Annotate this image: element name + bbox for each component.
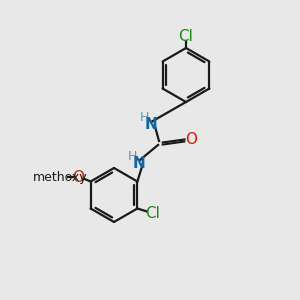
Text: Cl: Cl — [178, 29, 194, 44]
Text: O: O — [185, 132, 197, 147]
Text: H: H — [128, 150, 138, 164]
Text: Cl: Cl — [145, 206, 160, 220]
Text: H: H — [140, 111, 150, 124]
Text: O: O — [72, 169, 84, 184]
Text: N: N — [133, 156, 145, 171]
Text: methoxy: methoxy — [33, 170, 87, 184]
Text: N: N — [145, 117, 157, 132]
